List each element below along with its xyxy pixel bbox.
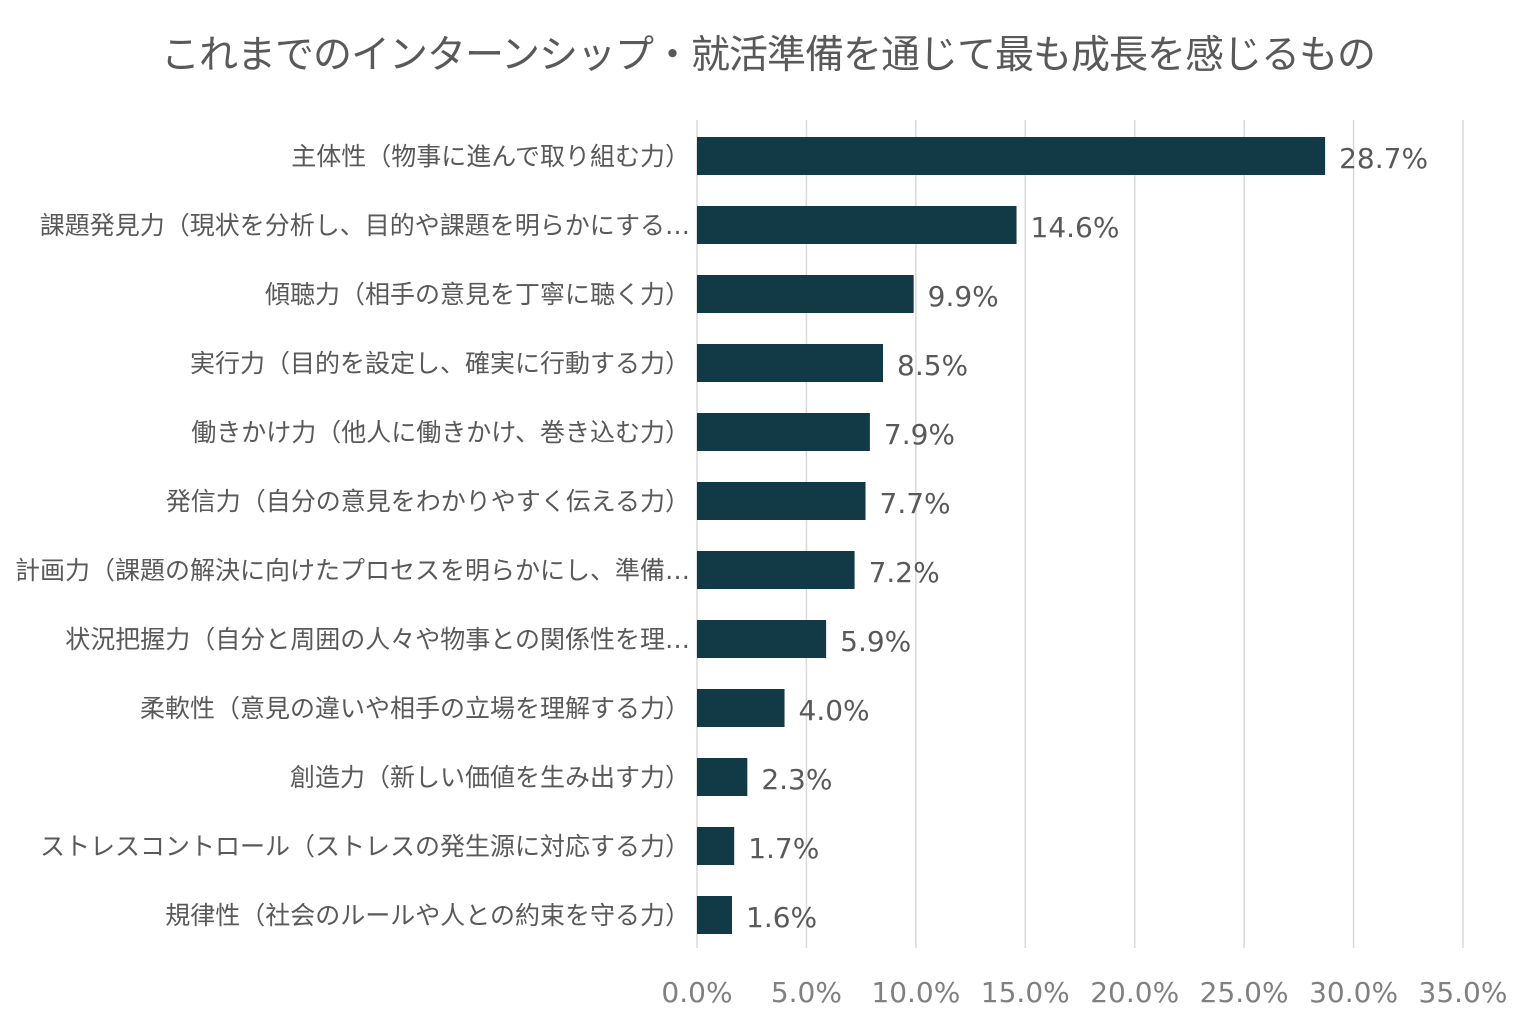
data-label: 7.9%	[884, 418, 955, 451]
x-tick-label: 15.0%	[981, 976, 1070, 1009]
bar	[697, 482, 866, 520]
bar	[697, 137, 1326, 175]
chart-title: これまでのインターンシップ・就活準備を通じて最も成長を感じるもの	[160, 33, 1376, 78]
category-label: 傾聴力（相手の意見を丁寧に聴く力）	[265, 280, 690, 309]
x-tick-label: 5.0%	[771, 976, 842, 1009]
data-label: 9.9%	[928, 280, 999, 313]
data-label: 14.6%	[1031, 211, 1120, 244]
data-label: 7.2%	[869, 556, 940, 589]
category-label: 状況把握力（自分と周囲の人々や物事との関係性を理…	[65, 625, 690, 654]
data-label: 8.5%	[897, 349, 968, 382]
category-labels: 主体性（物事に進んで取り組む力） 課題発見力（現状を分析し、目的や課題を明らかにす…	[15, 142, 690, 930]
bar	[697, 275, 914, 313]
x-axis-ticks: 0.0% 5.0% 10.0% 15.0% 20.0% 25.0% 30.0% 35.0%	[661, 976, 1507, 1009]
x-tick-label: 10.0%	[871, 976, 960, 1009]
x-tick-label: 0.0%	[661, 976, 732, 1009]
data-label: 5.9%	[840, 625, 911, 658]
data-label: 7.7%	[880, 487, 951, 520]
bar	[697, 551, 855, 589]
category-label: 発信力（自分の意見をわかりやすく伝える力）	[166, 487, 690, 516]
data-labels: 28.7% 14.6% 9.9% 8.5% 7.9% 7.7% 7.2% 5.9% 4.0% 2.…	[746, 142, 1428, 934]
category-label: 課題発見力（現状を分析し、目的や課題を明らかにする…	[40, 211, 690, 240]
data-label: 2.3%	[761, 763, 832, 796]
x-tick-label: 35.0%	[1419, 976, 1508, 1009]
data-label: 1.6%	[746, 901, 817, 934]
bar	[697, 620, 827, 658]
bar	[697, 344, 884, 382]
category-label: 規律性（社会のルールや人との約束を守る力）	[165, 901, 690, 930]
bar	[697, 896, 733, 934]
bar	[697, 206, 1017, 244]
category-label: 実行力（目的を設定し、確実に行動する力）	[190, 349, 690, 378]
category-label: 創造力（新しい価値を生み出す力）	[290, 763, 690, 792]
bar	[697, 827, 735, 865]
bar	[697, 413, 870, 451]
x-tick-label: 25.0%	[1200, 976, 1289, 1009]
data-label: 4.0%	[799, 694, 870, 727]
x-tick-label: 30.0%	[1309, 976, 1398, 1009]
x-tick-label: 20.0%	[1090, 976, 1179, 1009]
bars	[697, 137, 1326, 934]
data-label: 1.7%	[748, 832, 819, 865]
bar	[697, 689, 785, 727]
data-label: 28.7%	[1339, 142, 1428, 175]
category-label: 柔軟性（意見の違いや相手の立場を理解する力）	[140, 694, 690, 723]
category-label: ストレスコントロール（ストレスの発生源に対応する力）	[40, 832, 690, 861]
bar	[697, 758, 748, 796]
category-label: 主体性（物事に進んで取り組む力）	[291, 142, 690, 171]
category-label: 計画力（課題の解決に向けたプロセスを明らかにし、準備…	[15, 556, 690, 585]
category-label: 働きかけ力（他人に働きかけ、巻き込む力）	[191, 418, 690, 447]
gridlines	[696, 120, 1464, 948]
